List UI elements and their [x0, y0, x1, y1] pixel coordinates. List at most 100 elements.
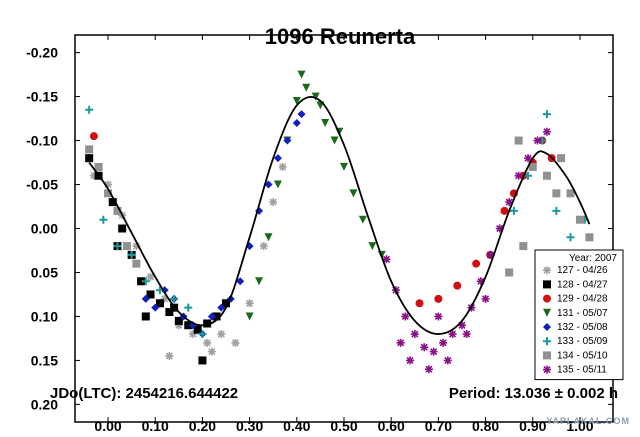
legend-entry: 135 - 05/11: [557, 365, 607, 376]
legend-entry: 133 - 05/09: [557, 336, 608, 347]
legend-marker: [543, 365, 551, 374]
data-point-7: [94, 162, 103, 171]
data-point-7: [519, 242, 528, 251]
legend-entry: 128 - 04/27: [557, 279, 608, 290]
x-tick-label: 0.00: [94, 418, 121, 434]
data-point-4: [330, 136, 339, 145]
data-point-7: [528, 162, 537, 171]
data-point-6: [113, 242, 122, 251]
data-point-1: [245, 299, 254, 308]
legend-entry: 131 - 05/07: [557, 308, 608, 319]
data-point-2: [174, 316, 183, 325]
legend-marker: [543, 294, 551, 303]
data-point-8: [420, 343, 429, 352]
x-tick-label: 0.10: [142, 418, 169, 434]
y-tick-label: -0.15: [26, 89, 58, 105]
data-point-2: [155, 299, 164, 308]
x-tick-label: 0.60: [378, 418, 405, 434]
data-point-6: [542, 110, 551, 119]
data-point-5: [207, 312, 216, 321]
x-axis: 0.00 0.10 0.20 0.30 0.40 0.50 0.60 0.70 0.80 0.90…: [94, 35, 594, 434]
data-point-6: [509, 206, 518, 215]
data-point-2: [141, 312, 150, 321]
data-point-8: [495, 224, 504, 233]
data-point-1: [231, 338, 240, 347]
data-point-3: [472, 259, 481, 268]
data-point-8: [476, 277, 485, 286]
data-point-2: [118, 224, 127, 233]
data-point-7: [575, 215, 584, 224]
legend-marker: [543, 266, 551, 275]
data-point-5: [264, 180, 273, 189]
data-point-7: [85, 145, 94, 154]
y-tick-label: 0.10: [31, 308, 58, 324]
data-point-8: [406, 356, 415, 365]
data-point-7: [566, 189, 575, 198]
data-point-8: [443, 356, 452, 365]
legend-entry: 134 - 05/10: [557, 350, 608, 361]
data-point-8: [448, 330, 457, 339]
data-point-8: [457, 321, 466, 330]
data-point-6: [85, 105, 94, 114]
data-point-8: [401, 312, 410, 321]
data-point-8: [481, 294, 490, 303]
data-point-1: [188, 330, 197, 339]
data-point-1: [269, 198, 278, 207]
data-point-1: [203, 338, 212, 347]
data-point-5: [217, 303, 226, 312]
data-point-7: [585, 233, 594, 242]
data-point-7: [122, 242, 131, 251]
legend-title: Year: 2007: [569, 253, 617, 264]
x-tick-label: 0.50: [330, 418, 357, 434]
period-label: Period: 13.036 ± 0.002 h: [449, 385, 618, 402]
data-point-6: [198, 330, 207, 339]
x-tick-label: 0.20: [189, 418, 216, 434]
data-point-5: [141, 294, 150, 303]
data-point-6: [170, 294, 179, 303]
data-point-8: [533, 136, 542, 145]
data-point-6: [141, 277, 150, 286]
data-point-6: [566, 233, 575, 242]
data-point-2: [85, 154, 94, 163]
data-point-4: [302, 83, 311, 92]
data-point-5: [297, 110, 306, 119]
data-point-2: [184, 321, 193, 330]
chart-title: 1096 Reunerta: [265, 24, 416, 49]
legend-entry: 129 - 04/28: [557, 294, 608, 305]
data-point-4: [297, 70, 306, 79]
data-point-2: [193, 325, 202, 334]
y-tick-label: -0.10: [26, 133, 58, 149]
data-point-8: [542, 127, 551, 136]
data-point-2: [203, 319, 212, 328]
legend-marker: [543, 351, 551, 360]
data-point-2: [212, 312, 221, 321]
data-point-5: [236, 277, 245, 286]
x-tick-label: 1.00: [566, 418, 593, 434]
y-tick-label: 0.00: [31, 221, 58, 237]
y-tick-label: 0.15: [31, 352, 58, 368]
data-point-1: [104, 180, 113, 189]
data-point-2: [137, 277, 146, 286]
data-point-4: [245, 312, 254, 321]
x-tick-label: 0.30: [236, 418, 263, 434]
data-point-1: [217, 330, 226, 339]
data-point-4: [368, 242, 377, 251]
data-point-4: [255, 277, 264, 286]
data-point-1: [89, 171, 98, 180]
data-point-2: [146, 290, 155, 299]
x-tick-label: 0.90: [519, 418, 546, 434]
data-point-4: [321, 118, 330, 127]
data-point-4: [264, 233, 273, 242]
data-point-8: [505, 198, 514, 207]
y-tick-label: 0.05: [31, 264, 58, 280]
data-point-2: [108, 198, 117, 207]
data-point-5: [283, 136, 292, 145]
data-point-4: [349, 189, 358, 198]
data-point-3: [434, 294, 443, 303]
fit-curve: [88, 96, 591, 335]
data-point-5: [151, 303, 160, 312]
data-point-1: [146, 272, 155, 281]
data-point-8: [434, 312, 443, 321]
data-point-1: [160, 294, 169, 303]
